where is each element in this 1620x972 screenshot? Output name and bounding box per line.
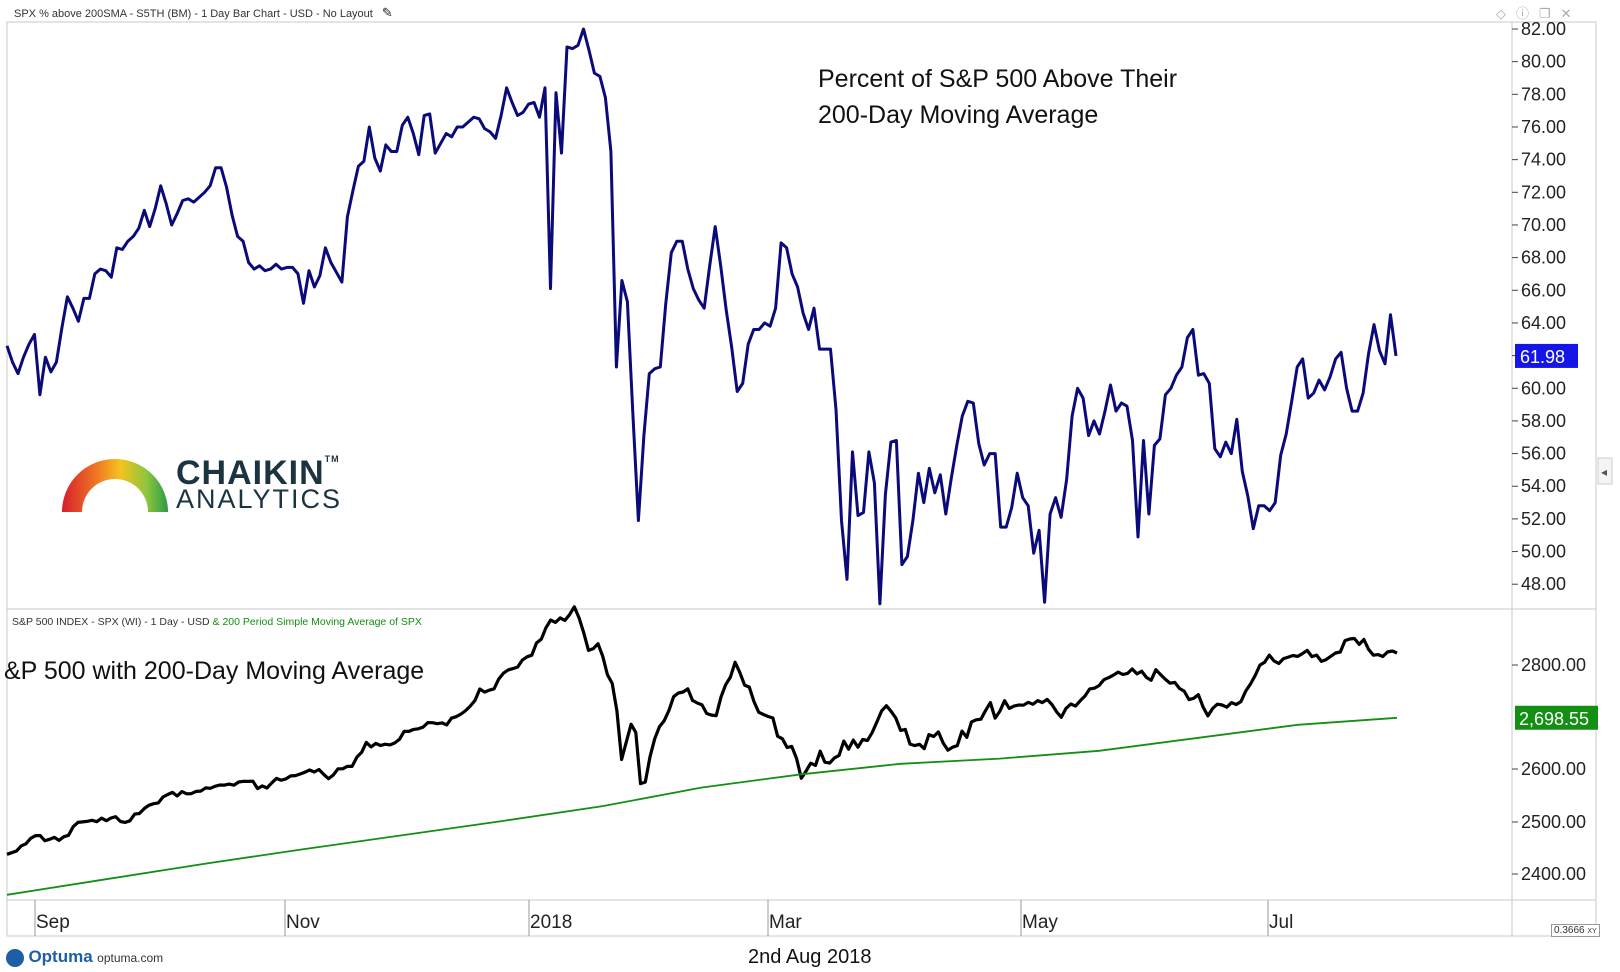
top-pane-ytick-label: 76.00 [1521,117,1566,137]
bottom-last-value-label: 2,698.55 [1519,709,1589,729]
ma-200-line [6,716,1398,896]
top-pane-ytick-label: 56.00 [1521,444,1566,464]
optuma-footer: Optuma optuma.com [6,947,163,967]
top-last-value-badge [1515,343,1578,368]
top-pane-ytick-label: 74.00 [1521,150,1566,170]
bottom-pane-ytick-label: 2800.00 [1521,655,1586,675]
logo-main-text: CHAIKINTM [176,454,340,492]
bottom-pane-ytick-label: 2500.00 [1521,812,1586,832]
spx-series-label: S&P 500 INDEX - SPX (WI) - 1 Day - USD [12,616,210,628]
gauge-icon [62,459,168,512]
bottom-chart-title: S&P 500 INDEX - SPX (WI) - 1 Day - USD &… [12,616,422,628]
top-pane-ytick-label: 78.00 [1521,84,1566,104]
annotation-line-2: 200-Day Moving Average [818,101,1099,129]
chaikin-logo: CHAIKINTM ANALYTICS [56,454,376,524]
top-chart-title-text: SPX % above 200SMA - S5TH (BM) - 1 Day B… [14,8,373,20]
top-pane-ytick-label: 54.00 [1521,476,1566,496]
restore-icon[interactable]: ❐ [1539,6,1561,21]
optuma-logo-icon [6,948,24,967]
bottom-pane-ytick-label: 2400.00 [1521,864,1586,884]
top-pane-ytick-label: 64.00 [1521,313,1566,333]
collapse-panel-button [1597,457,1613,485]
bottom-last-value-badge [1515,705,1598,730]
top-pane-series-line [5,27,1398,606]
top-pane-ytick-label: 66.00 [1521,280,1566,300]
top-pane-ytick-label: 60.00 [1521,378,1566,398]
top-pane-ytick-label: 48.00 [1521,574,1566,594]
zoom-indicator[interactable]: 0.3666 XY [1551,924,1600,937]
x-tick-label: 2018 [530,912,572,933]
spx-price-line [6,605,1398,856]
x-tick-label: May [1022,912,1058,933]
x-tick-label: Jul [1269,912,1293,933]
bottom-pane-ytick-label: 2600.00 [1521,759,1586,779]
top-pane-ytick-label: 50.00 [1521,542,1566,562]
annotation-line-1: Percent of S&P 500 Above Their [818,65,1178,93]
top-pane-ytick-label: 70.00 [1521,215,1566,235]
footer-date: 2nd Aug 2018 [748,946,872,968]
x-tick-label: Nov [286,912,320,933]
top-pane-ytick-label: 52.00 [1521,509,1566,529]
diamond-icon[interactable]: ◇ [1496,6,1516,21]
top-chart-title: SPX % above 200SMA - S5TH (BM) - 1 Day B… [14,5,393,21]
ma-series-label: & 200 Period Simple Moving Average of SP… [212,616,422,628]
bottom-pane-annotation: &P 500 with 200-Day Moving Average [4,657,425,685]
pencil-edit-icon[interactable]: ✎ [381,5,393,20]
collapse-arrow-icon: ◂ [1601,465,1607,479]
top-pane-ytick-label: 58.00 [1521,411,1566,431]
x-tick-label: Sep [36,912,70,933]
top-pane-ytick-label: 72.00 [1521,182,1566,202]
top-pane-annotation: Percent of S&P 500 Above Their 200-Day M… [818,61,1177,133]
info-icon[interactable]: ⓘ [1516,6,1540,21]
optuma-brand: Optuma [28,947,93,966]
top-last-value-label: 61.98 [1520,347,1565,367]
zoom-value: 0.3666 [1554,925,1585,936]
window-controls: ◇ⓘ❐✕ [1496,3,1582,22]
x-tick-label: Mar [769,912,802,933]
top-pane-ytick-label: 80.00 [1521,52,1566,72]
optuma-url[interactable]: optuma.com [97,951,164,965]
zoom-axis-label: XY [1587,928,1597,935]
top-pane-ytick-label: 68.00 [1521,248,1566,268]
close-icon[interactable]: ✕ [1560,6,1582,21]
top-pane-ytick-label: 82.00 [1521,19,1566,39]
logo-sub-text: ANALYTICS [176,484,343,514]
